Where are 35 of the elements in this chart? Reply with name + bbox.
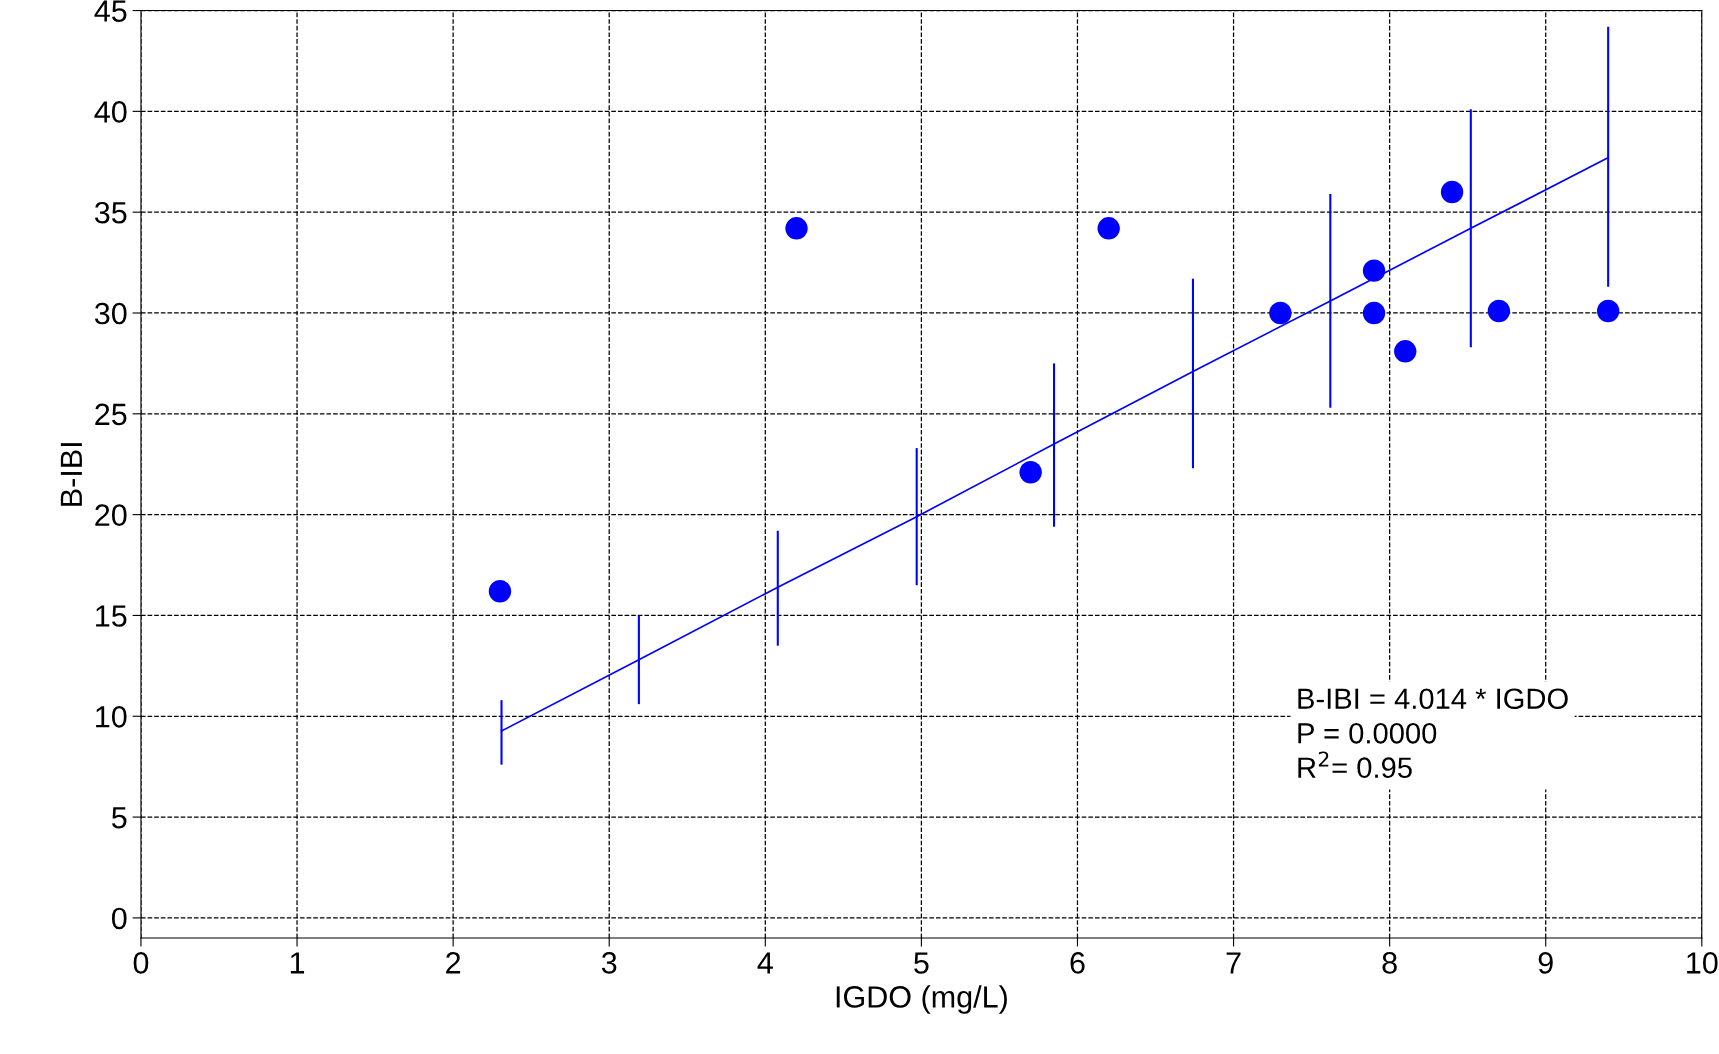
- point: [785, 217, 808, 240]
- point: [1097, 217, 1120, 240]
- y-axis-title: B-IBI: [60, 443, 82, 506]
- x-tick-label: 10: [1687, 952, 1718, 974]
- x-tick-label: 2: [446, 952, 461, 974]
- x-tick-label: 7: [1226, 952, 1241, 974]
- y-tick-label: 45: [94, 0, 127, 22]
- y-tick-label: 30: [94, 302, 127, 325]
- point: [1440, 180, 1464, 204]
- annotation: B-IBI = 4.014 * IGDO P = 0.0000 R$^{2}$= 0.95: [1298, 688, 1568, 778]
- x-tick-label: 9: [1538, 952, 1553, 974]
- point: [1596, 299, 1620, 323]
- point: [1394, 340, 1417, 363]
- y-tick-label: 35: [94, 201, 127, 224]
- point: [1269, 301, 1292, 325]
- point: [1362, 259, 1386, 282]
- point: [1019, 461, 1042, 484]
- x-tick-label: 0: [133, 952, 149, 974]
- y-tick-label: 40: [94, 101, 127, 123]
- x-tick-label: 5: [914, 952, 929, 974]
- y-tick-label: 25: [95, 403, 127, 426]
- point: [1487, 299, 1511, 323]
- x-tick-label: 1: [290, 952, 305, 974]
- y-tick-label: 15: [96, 605, 127, 627]
- x-tick-label: 6: [1070, 952, 1085, 974]
- x-axis-title: IGDO (mg/L): [836, 985, 1007, 1014]
- y-tick-label: 20: [95, 504, 127, 526]
- point: [1362, 301, 1386, 325]
- y-tick-label: 10: [96, 706, 127, 728]
- x-tick-label: 3: [601, 952, 617, 974]
- y-tick-label: 0: [111, 907, 127, 930]
- x-tick-label: 4: [757, 952, 773, 974]
- y-tick-label: 5: [111, 807, 127, 829]
- x-tick-label: 8: [1382, 952, 1397, 974]
- point: [488, 580, 512, 603]
